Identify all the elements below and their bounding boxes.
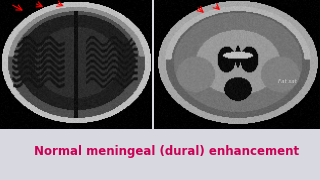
Text: Fat sat: Fat sat [278, 79, 297, 84]
Text: Normal meningeal (dural) enhancement: Normal meningeal (dural) enhancement [34, 145, 299, 158]
